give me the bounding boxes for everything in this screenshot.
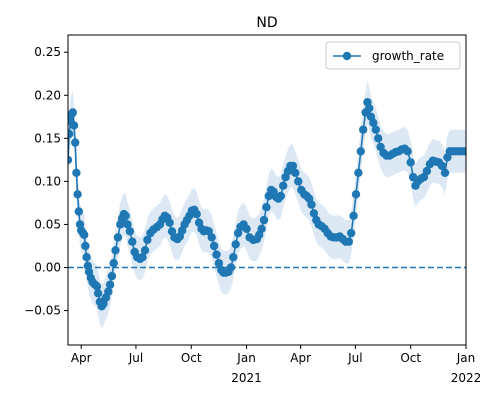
data-point [291, 168, 300, 177]
legend-label: growth_rate [372, 49, 444, 63]
data-point [125, 227, 135, 236]
data-point [356, 147, 365, 156]
data-point [347, 228, 356, 238]
data-point [229, 253, 238, 262]
x-tick-label: Oct [181, 351, 202, 365]
data-point [257, 224, 266, 233]
data-point [351, 190, 361, 199]
data-point [406, 158, 415, 167]
data-point [80, 230, 89, 239]
plot-content [68, 80, 466, 328]
data-point [212, 250, 221, 259]
data-point [209, 241, 219, 251]
data-point [307, 200, 316, 209]
legend-marker-swatch [342, 51, 352, 61]
chart-title: ND [256, 15, 277, 31]
x-tick-label: Jul [128, 351, 143, 365]
y-tick-label: 0.20 [34, 88, 61, 102]
data-point [74, 207, 84, 216]
data-point [207, 233, 216, 242]
data-point [259, 215, 269, 225]
data-point [422, 166, 432, 176]
data-point [214, 259, 224, 268]
data-point [365, 104, 374, 113]
data-point [68, 129, 74, 139]
x-tick-label: Jul [347, 351, 362, 365]
x-tick-label: Apr [290, 351, 311, 365]
data-point [344, 237, 353, 246]
x-tick-year-label: 2022 [451, 371, 482, 385]
data-point [461, 147, 466, 156]
data-point [403, 147, 412, 156]
y-tick-label: −0.05 [24, 304, 61, 318]
y-tick-label: 0.05 [34, 217, 61, 231]
data-point [68, 155, 73, 165]
data-point [109, 259, 118, 268]
data-point [440, 168, 450, 177]
data-point [262, 203, 271, 212]
data-point [71, 138, 80, 147]
data-point [113, 233, 123, 242]
data-point [226, 263, 236, 272]
data-point [374, 134, 383, 143]
data-point [309, 209, 319, 218]
x-tick-label: Oct [400, 351, 421, 365]
data-point [123, 220, 132, 229]
x-tick-label: Apr [71, 351, 92, 365]
x-tick-label: Jan [456, 351, 476, 365]
data-point [192, 209, 201, 219]
data-point [128, 237, 137, 246]
data-point [165, 218, 174, 227]
data-point [143, 235, 152, 245]
data-point [276, 191, 285, 201]
data-point [121, 211, 130, 220]
data-point [81, 241, 90, 251]
data-point [279, 181, 288, 190]
y-tick-label: 0.25 [34, 45, 61, 59]
data-point [68, 108, 78, 117]
y-tick-label: 0.10 [34, 174, 61, 188]
y-tick-label: 0.15 [34, 131, 61, 145]
x-tick-year-label: 2021 [231, 371, 262, 385]
data-point [105, 280, 115, 289]
axes-frame [67, 34, 467, 346]
data-point [69, 121, 79, 130]
data-point [242, 224, 251, 233]
axes: −0.05 0.00 0.05 0.10 0.15 0.20 0.25 Apr Jul Oct Ja… [24, 34, 482, 385]
data-point [111, 246, 120, 255]
data-point [359, 125, 368, 134]
data-point [354, 168, 363, 177]
data-point [107, 271, 117, 281]
data-point [82, 253, 91, 262]
data-point [138, 253, 147, 262]
data-point [288, 161, 298, 171]
data-point [92, 282, 102, 291]
y-tick-label: 0.00 [34, 261, 61, 275]
legend-box [325, 41, 461, 70]
data-point [369, 118, 378, 128]
data-point [93, 289, 103, 298]
data-point [140, 246, 150, 255]
data-point [371, 125, 380, 134]
data-point [231, 240, 240, 249]
data-point [73, 190, 82, 199]
legend: growth_rate [325, 41, 461, 70]
x-tick-label: Jan [236, 351, 256, 365]
data-point [349, 211, 358, 220]
data-point [294, 177, 303, 186]
data-point [437, 161, 447, 171]
data-point [104, 287, 113, 296]
data-point [72, 168, 81, 177]
plot-area [68, 80, 466, 328]
